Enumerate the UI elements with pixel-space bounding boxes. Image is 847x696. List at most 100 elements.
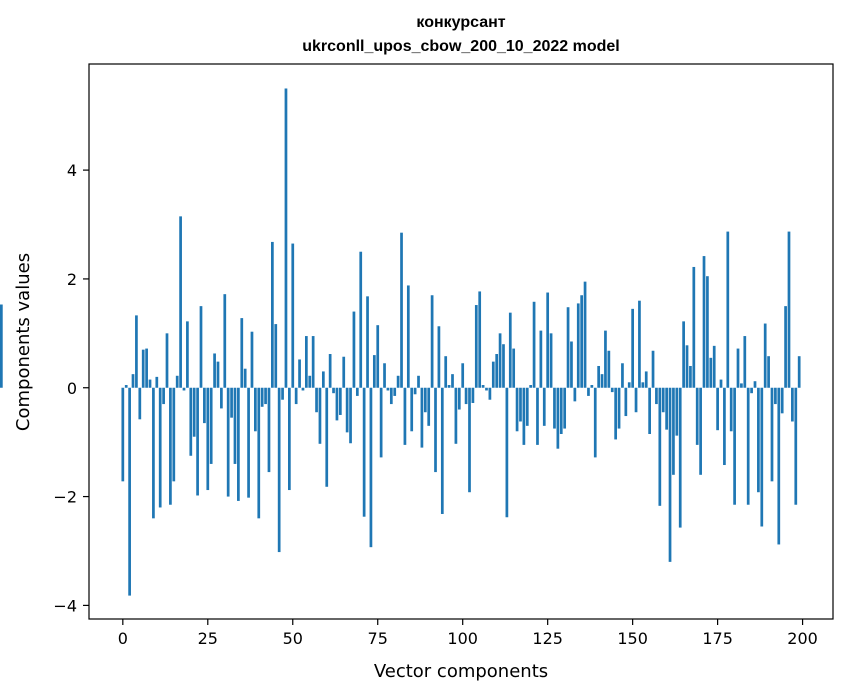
bar-component-162	[672, 387, 675, 475]
bar-component-129	[559, 387, 563, 434]
bar-component-6	[141, 349, 145, 388]
bar-component-187	[757, 387, 760, 493]
bar-component-165	[682, 321, 685, 388]
bar-component-151	[634, 387, 638, 413]
bar-component-84	[406, 285, 410, 388]
y-tick-label: 0	[67, 379, 77, 398]
bar-component-50	[291, 243, 295, 388]
bar-component-119	[525, 387, 529, 426]
bar-component-20	[189, 387, 193, 456]
bar-component-76	[379, 387, 383, 458]
bar-component-18	[182, 387, 186, 391]
bar-component-45	[274, 324, 278, 388]
bar-component-56	[311, 336, 315, 388]
bar-component-179	[729, 387, 733, 432]
bar-component-15	[172, 387, 176, 482]
y-tick-label: 4	[67, 161, 77, 180]
bar-component-113	[505, 387, 509, 518]
bar-component-25	[206, 387, 210, 491]
bar-component-169	[695, 387, 699, 445]
bar-component-108	[488, 387, 492, 400]
bar-component-98	[454, 387, 458, 444]
bar-component-7	[145, 348, 148, 388]
bar-component-1	[124, 385, 128, 388]
x-tick-label: 75	[368, 629, 388, 648]
bar-component-170	[699, 387, 702, 475]
x-tick-label: 175	[702, 629, 733, 648]
bar-component-199	[797, 356, 801, 388]
bar-component-17	[179, 216, 182, 388]
bar-component-147	[621, 363, 624, 388]
bar-component-167	[689, 365, 692, 388]
bar-component-143	[607, 350, 611, 388]
bar-component-107	[485, 387, 488, 391]
bar-component-44	[271, 241, 274, 388]
bar-component-5	[138, 387, 142, 420]
bar-component-140	[597, 365, 601, 388]
bar-component-198	[794, 387, 798, 505]
bar-component-196	[787, 231, 791, 388]
bar-component-60	[325, 387, 329, 487]
bar-component-156	[651, 350, 655, 388]
bar-component-48	[284, 88, 288, 388]
bar-component-176	[719, 379, 723, 388]
bar-component-93	[437, 326, 441, 388]
bar-component-154	[644, 371, 648, 388]
bar-component-32	[230, 387, 233, 418]
bar-component-undefined	[0, 304, 3, 388]
bar-component-192	[774, 387, 777, 405]
bar-component-75	[376, 325, 380, 388]
bar-component-69	[355, 387, 359, 396]
bar-component-181	[736, 348, 740, 388]
bar-component-101	[464, 387, 468, 405]
bar-component-120	[529, 385, 533, 388]
chart-title: конкурсант	[416, 14, 505, 31]
bar-component-102	[468, 387, 471, 493]
bar-component-21	[192, 387, 196, 437]
x-tick-label: 25	[198, 629, 218, 648]
y-tick-label: −2	[53, 488, 77, 507]
bar-component-16	[175, 375, 179, 388]
bar-component-85	[410, 387, 414, 432]
bar-component-22	[196, 387, 199, 496]
bar-component-59	[321, 371, 325, 388]
bar-component-174	[712, 345, 716, 388]
bar-component-28	[216, 361, 220, 388]
bar-component-126	[549, 333, 553, 388]
bar-component-138	[590, 385, 594, 388]
bar-component-63	[335, 387, 339, 421]
bar-component-114	[508, 312, 512, 388]
bar-component-117	[519, 387, 522, 422]
bar-component-79	[389, 387, 393, 405]
bar-component-73	[369, 387, 373, 548]
bar-component-124	[542, 387, 546, 426]
bar-component-30	[223, 294, 227, 388]
bar-component-171	[702, 256, 706, 388]
bar-component-141	[600, 374, 604, 388]
bar-component-12	[162, 387, 165, 405]
bar-component-125	[546, 292, 550, 388]
bar-component-53	[301, 387, 305, 391]
bar-component-142	[604, 330, 607, 388]
bar-component-58	[318, 387, 322, 444]
bar-component-10	[155, 376, 159, 388]
x-tick-label: 100	[447, 629, 478, 648]
bar-component-40	[257, 387, 261, 519]
y-tick-label: −4	[53, 596, 77, 615]
bar-component-177	[723, 387, 726, 466]
x-tick-label: 125	[532, 629, 563, 648]
bar-component-180	[733, 387, 736, 505]
bar-component-164	[678, 387, 682, 528]
bar-component-34	[237, 387, 240, 501]
x-tick-label: 200	[787, 629, 818, 648]
bar-component-38	[250, 331, 254, 388]
bar-component-92	[434, 387, 437, 473]
bar-component-193	[777, 387, 781, 545]
bar-component-26	[209, 387, 213, 464]
bar-component-191	[770, 387, 774, 482]
bar-component-131	[566, 307, 570, 388]
bar-component-87	[417, 375, 420, 388]
bar-component-185	[750, 387, 753, 394]
bar-component-130	[563, 387, 567, 429]
bar-component-57	[315, 387, 318, 413]
